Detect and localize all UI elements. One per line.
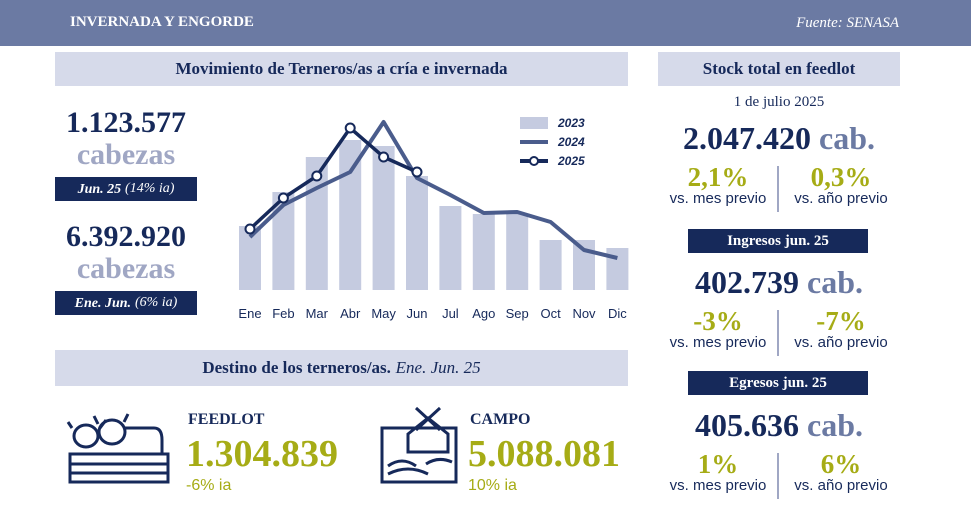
x-tick-label: Jun (407, 306, 428, 321)
legend-swatch (520, 117, 548, 129)
stat-period: Jun. 25 (77, 182, 122, 197)
cow (72, 423, 100, 449)
destino-change: -6% ia (186, 477, 232, 494)
comparison-value: -3% (693, 306, 743, 336)
farm-icon (380, 406, 458, 484)
kpi: 402.739 cab. (658, 264, 900, 301)
stat-unit: cabezas (76, 138, 176, 171)
stat-value: 6.392.920 (66, 220, 186, 253)
stat-period: Ene. Jun. (74, 296, 132, 311)
x-tick-label: Nov (572, 306, 596, 321)
x-tick-label: Sep (506, 306, 529, 321)
header-title: INVERNADA Y ENGORDE (70, 14, 254, 30)
bar (339, 140, 362, 290)
bar (539, 240, 562, 290)
section-title: Movimiento de Terneros/as a cría e inver… (55, 52, 628, 86)
chart: Ene Feb Mar Abr May Jun Jul Ago Sep Oct Nov Dic 2023… (238, 116, 629, 321)
windmill (414, 406, 442, 432)
bar (439, 206, 462, 290)
marker (311, 170, 323, 182)
marker (411, 166, 423, 178)
divider (777, 453, 779, 499)
comparison-label: vs. año previo (794, 477, 888, 494)
stat-unit: cabezas (76, 252, 176, 285)
bar (472, 214, 495, 290)
line (248, 126, 418, 231)
comparison-value: -7% (816, 306, 866, 336)
destino-label: CAMPO (470, 411, 531, 428)
kpi-value: 2.047.420 (683, 120, 811, 156)
x-tick-label: Ago (472, 306, 495, 321)
destino-label: FEEDLOT (188, 411, 265, 428)
subsection-title: Egresos jun. 25 (688, 371, 868, 395)
cow (97, 418, 127, 446)
comparison-label: vs. año previo (794, 334, 888, 351)
fence (68, 452, 170, 484)
legend-swatch (529, 156, 539, 166)
comparison-label: vs. mes previo (669, 334, 767, 351)
kpi-unit: cab. (807, 264, 863, 300)
stat-period-box: Jun. 25 (14% ia) (55, 177, 197, 201)
comparison-value: 2,1% (687, 162, 749, 192)
kpi-value: 402.739 (695, 264, 799, 300)
cows-icon (66, 413, 170, 484)
x-tick-label: Feb (272, 306, 294, 321)
section-title: Stock total en feedlot (658, 52, 900, 86)
destino-period: Ene. Jun. 25 (395, 358, 481, 377)
marker (344, 122, 356, 134)
marker (244, 223, 256, 235)
house (406, 416, 450, 454)
legend-label: 2023 (557, 116, 585, 130)
frame (380, 426, 458, 484)
stat-value: 1.123.577 (66, 106, 186, 139)
comparison-label: vs. mes previo (669, 477, 767, 494)
bar (506, 214, 529, 290)
subsection-title: Ingresos jun. 25 (688, 229, 868, 253)
line (248, 120, 618, 260)
x-tick-label: Mar (306, 306, 329, 321)
stat-period-box: Ene. Jun. (6% ia) (55, 291, 197, 315)
section-title: Destino de los terneros/as. Ene. Jun. 25 (55, 350, 628, 386)
kpi-unit: cab. (807, 407, 863, 443)
horns (66, 413, 130, 429)
kpi: 2.047.420 cab. (658, 120, 900, 157)
x-tick-label: Dic (608, 306, 627, 321)
bar (372, 146, 395, 290)
x-tick-label: Oct (540, 306, 561, 321)
x-tick-label: Ene (238, 306, 261, 321)
bar (239, 226, 261, 290)
stock-date: 1 de julio 2025 (733, 94, 825, 110)
marker (277, 192, 289, 204)
destino-value: 5.088.081 (468, 433, 620, 475)
comparison-label: vs. año previo (794, 190, 888, 207)
divider (777, 166, 779, 212)
marker (378, 151, 390, 163)
divider (777, 310, 779, 356)
stat-change: (14% ia) (125, 181, 175, 196)
kpi: 405.636 cab. (658, 407, 900, 444)
comparison-label: vs. mes previo (669, 190, 767, 207)
comparison-value: 0,3% (810, 162, 872, 192)
bar (406, 176, 428, 290)
destino-value: 1.304.839 (186, 433, 338, 475)
legend-label: 2024 (557, 135, 585, 149)
destino-change: 10% ia (468, 477, 517, 494)
x-tick-label: Jul (442, 306, 459, 321)
kpi-unit: cab. (819, 120, 875, 156)
header-bar (0, 0, 971, 46)
kpi-value: 405.636 (695, 407, 799, 443)
header-source: Fuente: SENASA (796, 15, 899, 31)
x-tick-label: May (371, 306, 396, 321)
field (387, 457, 453, 476)
bar (272, 192, 295, 290)
x-tick-label: Abr (340, 306, 361, 321)
comparison-value: 6% (820, 449, 862, 479)
legend-label: 2025 (557, 154, 585, 168)
comparison-value: 1% (697, 449, 739, 479)
stat-change: (6% ia) (134, 295, 178, 310)
cow (124, 426, 164, 454)
destino-title: Destino de los terneros/as. (202, 358, 391, 377)
